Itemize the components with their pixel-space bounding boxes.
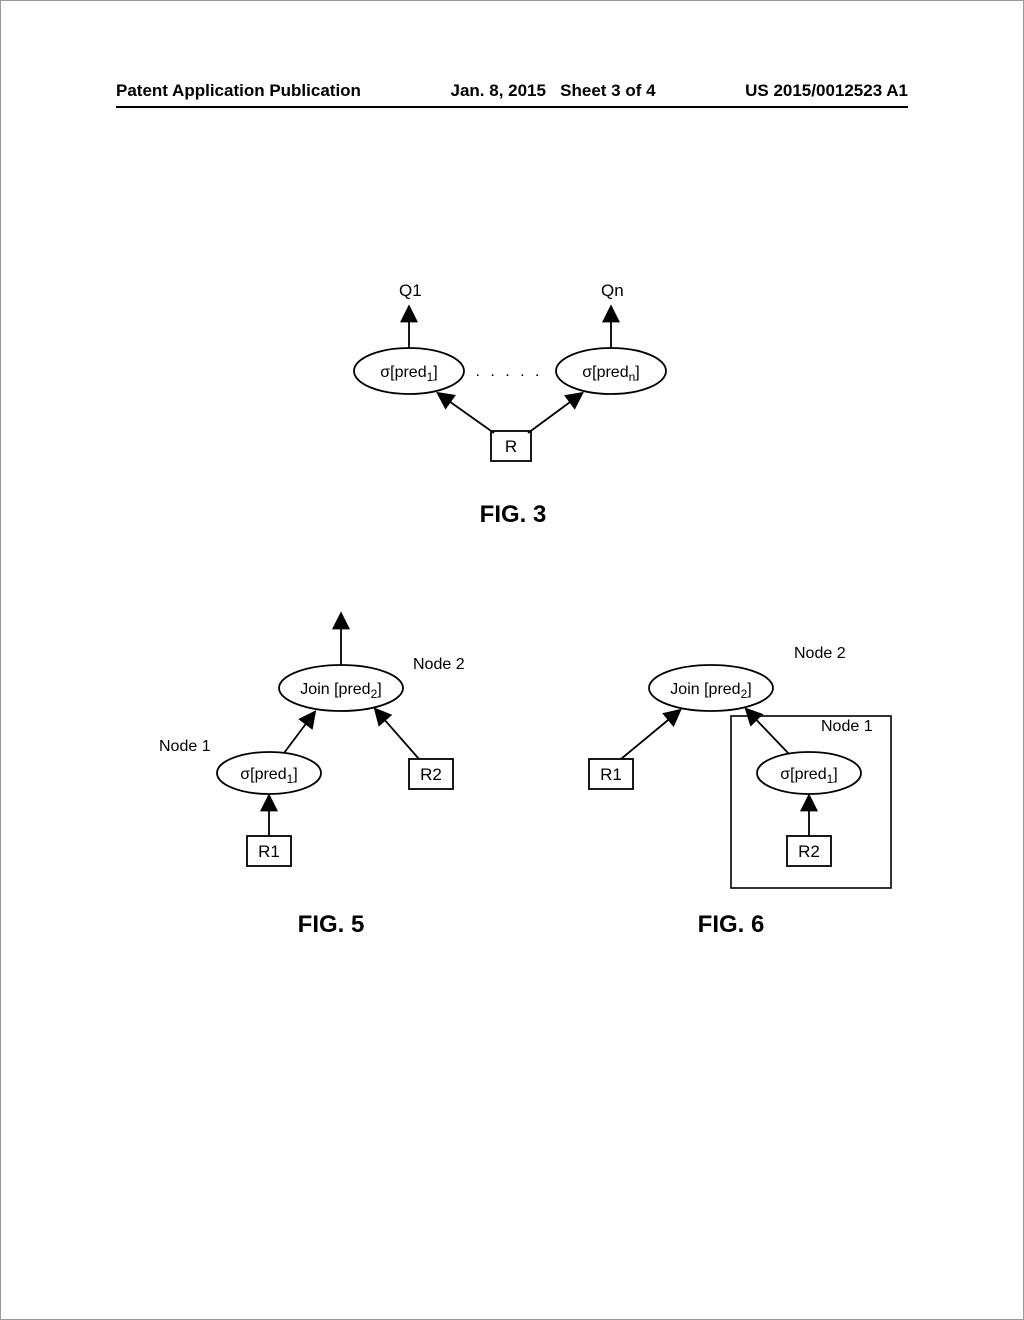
header-rule xyxy=(116,106,908,108)
fig3-label: FIG. 3 xyxy=(1,501,1024,529)
fig5-svg: Join [pred2] Node 2 Node 1 σ[pred1] R2 R… xyxy=(151,601,511,891)
page: Patent Application Publication Jan. 8, 2… xyxy=(0,0,1024,1320)
header-left: Patent Application Publication xyxy=(116,81,361,101)
arrow-r-pred1 xyxy=(439,394,494,433)
node2-label: Node 2 xyxy=(413,656,465,673)
qn-label: Qn xyxy=(601,281,624,300)
r1-text: R1 xyxy=(258,842,280,861)
arrow-r-predn xyxy=(528,394,581,433)
header-center: Jan. 8, 2015 Sheet 3 of 4 xyxy=(451,81,656,101)
q1-label: Q1 xyxy=(399,281,422,300)
r2-text: R2 xyxy=(420,765,442,784)
arrow-r2-node2 xyxy=(376,710,419,759)
r-text: R xyxy=(505,437,517,456)
patent-header: Patent Application Publication Jan. 8, 2… xyxy=(116,81,908,101)
fig3-svg: Q1 Qn σ[pred1] . . . . . σ[predn] R xyxy=(321,276,721,486)
arrow-pred1-node2 xyxy=(284,713,314,753)
dots-text: . . . . . xyxy=(475,363,542,380)
r1-text: R1 xyxy=(600,765,622,784)
fig6-label: FIG. 6 xyxy=(556,911,906,939)
header-right: US 2015/0012523 A1 xyxy=(745,81,908,101)
node2-label: Node 2 xyxy=(794,645,846,662)
node1-label: Node 1 xyxy=(159,738,211,755)
r2-text: R2 xyxy=(798,842,820,861)
arrow-r1-node2 xyxy=(621,711,679,759)
fig5-label: FIG. 5 xyxy=(151,911,511,939)
fig6-svg: Join [pred2] Node 2 Node 1 R1 σ[pred1] R… xyxy=(541,611,911,901)
node1-label: Node 1 xyxy=(821,718,873,735)
